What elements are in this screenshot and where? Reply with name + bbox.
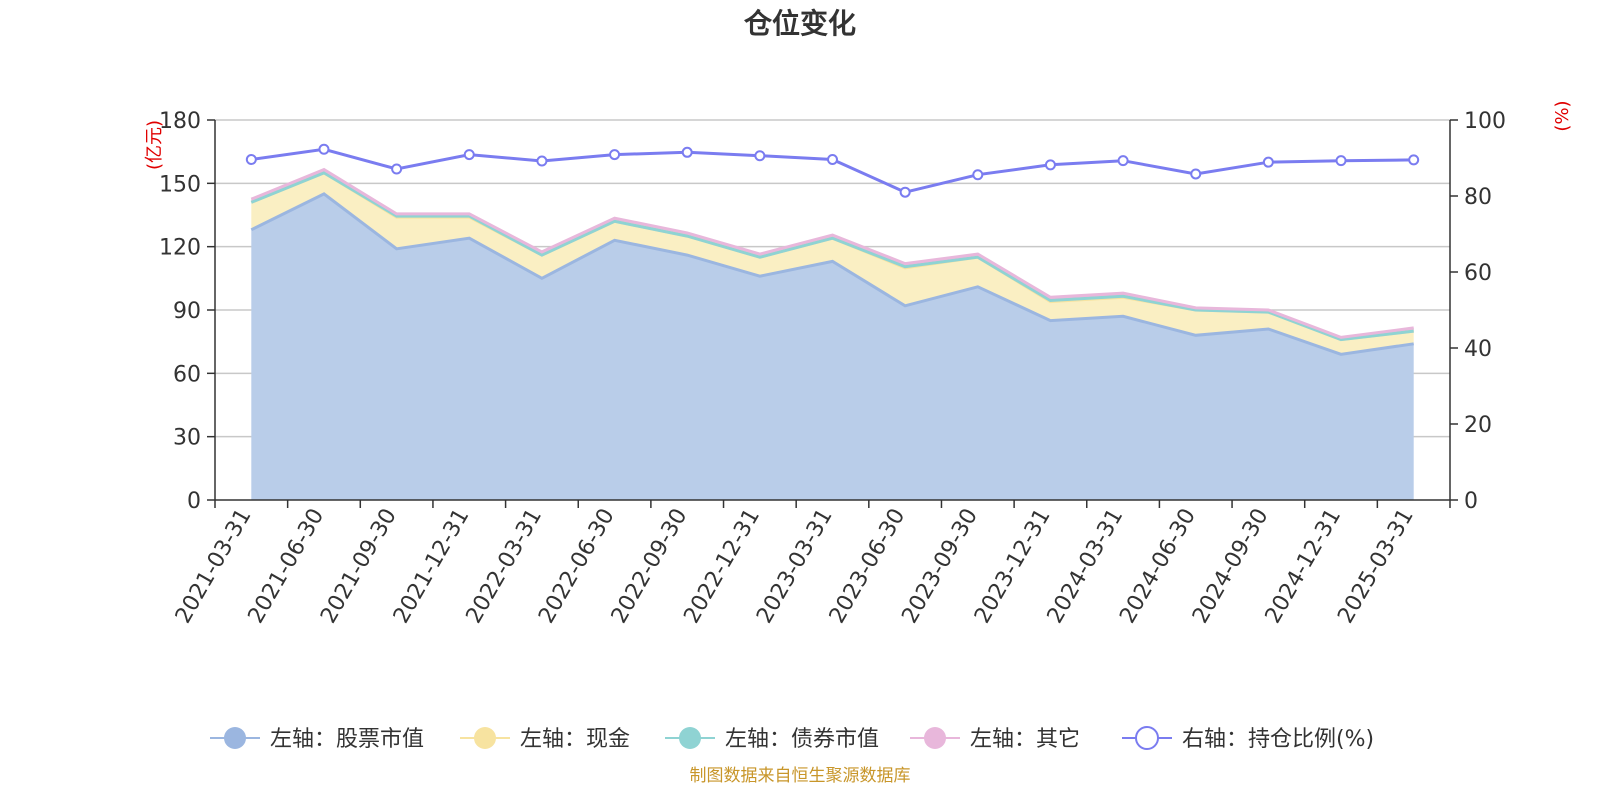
ratio-point: [318, 143, 330, 155]
x-tick-label: 2023-03-31: [752, 505, 838, 628]
left-tick-label: 90: [173, 299, 201, 324]
x-tick-label: 2023-09-30: [897, 505, 983, 628]
area-cash: [251, 172, 1414, 355]
right-axis-unit: (%): [1552, 100, 1573, 131]
x-tick-label: 2024-09-30: [1188, 505, 1274, 628]
x-tick-label: 2024-12-31: [1261, 505, 1347, 628]
left-tick-label: 60: [173, 362, 201, 387]
legend[interactable]: 左轴：股票市值 左轴：现金 左轴：债券市值 左轴：其它 右轴：持仓比例(%): [210, 726, 1374, 752]
x-tick-label: 2022-09-30: [607, 505, 693, 628]
legend-label: 右轴：持仓比例(%): [1182, 727, 1374, 752]
left-tick-label: 30: [173, 426, 201, 451]
legend-item[interactable]: 右轴：持仓比例(%): [1122, 726, 1374, 752]
left-tick-label: 120: [159, 236, 201, 261]
ratio-line-series: [245, 143, 1420, 198]
right-tick-label: 60: [1464, 261, 1492, 286]
legend-label: 左轴：股票市值: [270, 727, 424, 752]
ratio-point: [609, 149, 621, 161]
legend-marker: [474, 727, 496, 749]
x-tick-label: 2021-06-30: [244, 505, 330, 628]
ratio-point: [1262, 156, 1274, 168]
legend-marker: [679, 727, 701, 749]
line-bond: [250, 171, 1414, 342]
legend-marker: [224, 727, 246, 749]
right-tick-label: 20: [1464, 413, 1492, 438]
right-tick-label: 0: [1464, 489, 1478, 514]
ratio-point: [391, 163, 403, 175]
right-tick-label: 80: [1464, 185, 1492, 210]
legend-marker: [1135, 726, 1159, 750]
x-tick-label: 2024-06-30: [1115, 505, 1201, 628]
ratio-point: [754, 150, 766, 162]
data-source-note: 制图数据来自恒生聚源数据库: [690, 766, 911, 786]
left-axis-unit: (亿元): [144, 120, 165, 170]
ratio-point: [463, 149, 475, 161]
legend-marker: [924, 727, 946, 749]
legend-label: 左轴：现金: [520, 727, 630, 752]
x-tick-label: 2025-03-31: [1333, 505, 1419, 628]
ratio-point: [1408, 154, 1420, 166]
left-tick-label: 180: [159, 109, 201, 134]
legend-item[interactable]: 左轴：债券市值: [665, 727, 879, 752]
ratio-point: [972, 169, 984, 181]
x-tick-label: 2023-06-30: [825, 504, 911, 627]
right-tick-label: 40: [1464, 337, 1492, 362]
left-tick-label: 0: [187, 489, 201, 514]
ratio-point: [1044, 159, 1056, 171]
x-tick-label: 2024-03-31: [1043, 505, 1129, 628]
ratio-point: [1190, 168, 1202, 180]
legend-item[interactable]: 左轴：其它: [910, 727, 1080, 752]
right-tick-label: 100: [1464, 109, 1506, 134]
legend-item[interactable]: 左轴：现金: [460, 727, 630, 752]
ratio-point: [536, 155, 548, 167]
ratio-point: [899, 186, 911, 198]
area-series: [250, 167, 1414, 500]
x-tick-label: 2022-12-31: [679, 505, 765, 628]
legend-label: 左轴：债券市值: [725, 727, 879, 752]
ratio-point: [1117, 155, 1129, 167]
legend-label: 左轴：其它: [970, 727, 1080, 752]
x-tick-label: 2022-06-30: [534, 505, 620, 628]
line-other: [250, 167, 1414, 339]
x-tick-label: 2021-09-30: [316, 505, 402, 628]
ratio-point: [245, 154, 257, 166]
line-stock: [250, 192, 1414, 356]
ratio-point: [1335, 155, 1347, 167]
x-tick-label: 2023-12-31: [970, 505, 1056, 628]
x-tick-label: 2021-12-31: [389, 505, 475, 628]
ratio-point: [681, 146, 693, 158]
x-tick-label: 2022-03-31: [462, 505, 548, 628]
area-stock: [251, 193, 1414, 500]
left-tick-label: 150: [159, 172, 201, 197]
x-tick-label: 2021-03-31: [171, 505, 257, 628]
ratio-point: [827, 154, 838, 166]
chart-title: 仓位变化: [744, 7, 856, 40]
legend-item[interactable]: 左轴：股票市值: [210, 727, 424, 752]
